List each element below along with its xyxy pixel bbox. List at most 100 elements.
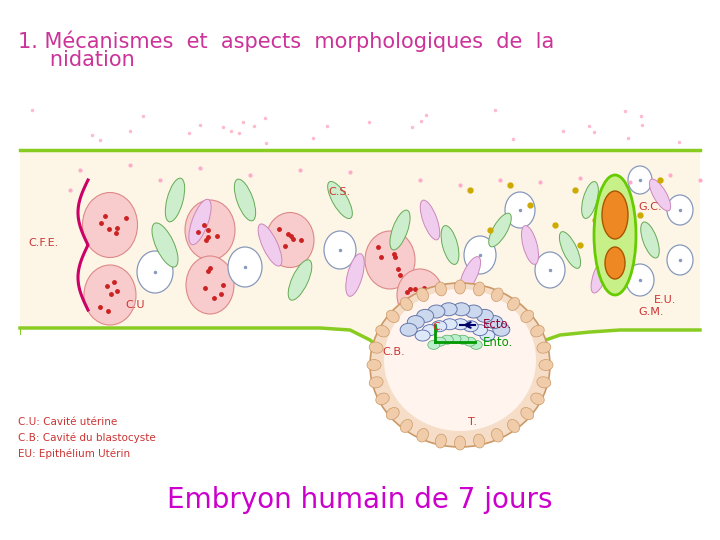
Ellipse shape	[449, 334, 461, 343]
Ellipse shape	[459, 256, 480, 293]
Ellipse shape	[464, 337, 476, 346]
Text: E.U.: E.U.	[654, 295, 676, 305]
Text: 1. Mécanismes  et  aspects  morphologiques  de  la: 1. Mécanismes et aspects morphologiques …	[18, 30, 554, 51]
Ellipse shape	[235, 179, 256, 221]
Ellipse shape	[453, 303, 470, 316]
Ellipse shape	[537, 377, 551, 388]
Ellipse shape	[628, 166, 652, 194]
Ellipse shape	[137, 251, 173, 293]
Ellipse shape	[436, 434, 446, 448]
Ellipse shape	[605, 247, 625, 279]
Ellipse shape	[400, 298, 413, 310]
Ellipse shape	[258, 224, 282, 266]
Ellipse shape	[441, 335, 453, 344]
Ellipse shape	[492, 288, 503, 301]
Ellipse shape	[83, 192, 138, 258]
Ellipse shape	[434, 337, 446, 346]
Ellipse shape	[423, 325, 438, 335]
Ellipse shape	[369, 377, 383, 388]
Ellipse shape	[456, 335, 469, 344]
Ellipse shape	[390, 210, 410, 250]
Ellipse shape	[370, 283, 550, 447]
Ellipse shape	[649, 179, 670, 211]
Text: C.S.: C.S.	[328, 187, 350, 197]
Ellipse shape	[505, 192, 535, 228]
Ellipse shape	[387, 310, 399, 322]
Ellipse shape	[228, 247, 262, 287]
Text: Embryon humain de 7 jours: Embryon humain de 7 jours	[167, 486, 553, 514]
Ellipse shape	[463, 321, 478, 332]
Ellipse shape	[535, 252, 565, 288]
Ellipse shape	[508, 420, 520, 433]
Ellipse shape	[537, 342, 551, 353]
Ellipse shape	[420, 200, 440, 240]
Ellipse shape	[397, 269, 443, 321]
Ellipse shape	[521, 408, 534, 420]
Ellipse shape	[367, 360, 381, 370]
Ellipse shape	[531, 325, 544, 337]
Text: T.: T.	[468, 417, 477, 427]
Ellipse shape	[508, 298, 520, 310]
Ellipse shape	[454, 436, 466, 450]
Ellipse shape	[489, 213, 511, 247]
Text: C.B.: C.B.	[382, 347, 405, 357]
Ellipse shape	[486, 315, 503, 328]
Ellipse shape	[667, 195, 693, 225]
Ellipse shape	[328, 181, 352, 219]
Ellipse shape	[428, 305, 445, 318]
Ellipse shape	[152, 223, 178, 267]
Polygon shape	[20, 150, 700, 385]
Text: Ecto.: Ecto.	[483, 319, 512, 332]
Ellipse shape	[436, 282, 446, 296]
Ellipse shape	[472, 325, 487, 335]
Text: C.U: Cavité utérine: C.U: Cavité utérine	[18, 417, 117, 427]
Ellipse shape	[480, 330, 495, 341]
Text: G.M.: G.M.	[638, 307, 664, 317]
Ellipse shape	[559, 232, 580, 268]
Text: C.: C.	[432, 322, 444, 332]
Ellipse shape	[474, 282, 485, 296]
Ellipse shape	[521, 226, 539, 265]
Ellipse shape	[166, 178, 184, 222]
Ellipse shape	[186, 256, 234, 314]
Text: C.U: C.U	[125, 300, 145, 310]
Ellipse shape	[474, 434, 485, 448]
Text: EU: Epithélium Utérin: EU: Epithélium Utérin	[18, 449, 130, 459]
Ellipse shape	[470, 340, 482, 349]
Ellipse shape	[440, 303, 457, 316]
Ellipse shape	[477, 309, 493, 322]
Ellipse shape	[594, 175, 636, 295]
Ellipse shape	[417, 429, 428, 442]
Text: C.F.E.: C.F.E.	[28, 238, 58, 248]
Ellipse shape	[415, 330, 430, 341]
Ellipse shape	[539, 360, 553, 370]
Ellipse shape	[492, 323, 510, 336]
Ellipse shape	[346, 254, 364, 296]
Ellipse shape	[185, 200, 235, 260]
Ellipse shape	[428, 340, 440, 349]
Text: Ento.: Ento.	[483, 335, 513, 348]
Ellipse shape	[408, 315, 424, 328]
Ellipse shape	[464, 236, 496, 274]
Ellipse shape	[453, 319, 468, 330]
Text: C.B: Cavité du blastocyste: C.B: Cavité du blastocyste	[18, 433, 156, 443]
Ellipse shape	[387, 408, 399, 420]
Ellipse shape	[189, 199, 211, 245]
Ellipse shape	[400, 323, 417, 336]
Ellipse shape	[384, 289, 536, 431]
Text: nidation: nidation	[30, 50, 135, 70]
Ellipse shape	[417, 309, 433, 322]
Ellipse shape	[324, 231, 356, 269]
Ellipse shape	[641, 222, 660, 258]
Ellipse shape	[626, 264, 654, 296]
Ellipse shape	[454, 280, 466, 294]
Ellipse shape	[442, 319, 457, 330]
Ellipse shape	[266, 213, 314, 267]
Ellipse shape	[376, 325, 390, 337]
Ellipse shape	[591, 257, 609, 293]
Ellipse shape	[288, 260, 312, 300]
Ellipse shape	[521, 310, 534, 322]
Ellipse shape	[531, 393, 544, 404]
Ellipse shape	[441, 226, 459, 265]
Ellipse shape	[432, 321, 447, 332]
